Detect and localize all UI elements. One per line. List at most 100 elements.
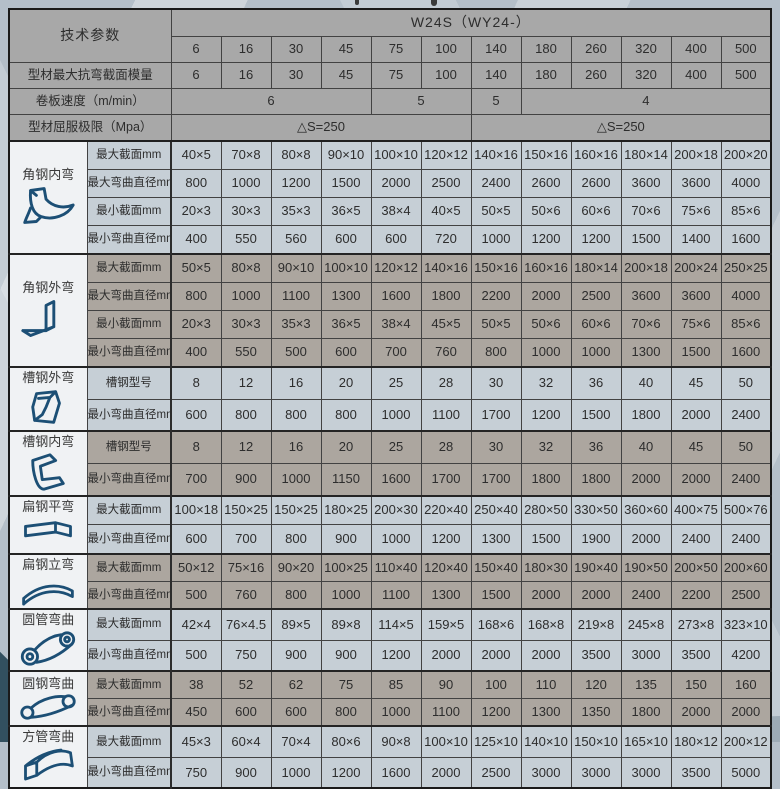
header-row-value: 180 [520, 62, 572, 89]
header-row-value: 4 [520, 88, 772, 115]
cell-value: 450 [170, 698, 222, 727]
row-label: 最小弯曲直径mm [86, 398, 172, 432]
header-row-value: 5 [370, 88, 472, 115]
model-size-column-header: 320 [620, 36, 672, 63]
cell-value: 180×25 [320, 494, 372, 526]
cell-value: 3000 [570, 756, 622, 789]
cell-value: 8 [170, 430, 222, 464]
cell-value: 190×40 [570, 552, 622, 582]
cell-value: 30×3 [220, 310, 272, 339]
cell-value: 28 [420, 365, 472, 400]
square-tube-bend-icon [10, 745, 86, 785]
cell-value: 550 [220, 225, 272, 255]
cell-value: 159×5 [420, 607, 472, 641]
cell-value: 800 [470, 338, 522, 368]
cell-value: 1000 [320, 580, 372, 610]
cell-value: 750 [220, 639, 272, 672]
model-size-column-header: 260 [570, 36, 622, 63]
cell-value: 45 [670, 430, 722, 464]
cell-value: 90×10 [320, 140, 372, 170]
section-name: 圆钢弯曲 [22, 675, 75, 691]
row-label: 最小截面mm [86, 197, 172, 226]
cell-value: 800 [270, 398, 322, 432]
cell-value: 50×5 [170, 253, 222, 283]
cell-value: 760 [420, 338, 472, 368]
model-size-column-header: 400 [670, 36, 722, 63]
cell-value: 1100 [270, 282, 322, 311]
cell-value: 20×3 [170, 310, 222, 339]
cell-value: 1200 [520, 225, 572, 255]
cell-value: 3000 [620, 639, 672, 672]
cell-value: 800 [320, 398, 372, 432]
cell-value: 1200 [420, 524, 472, 555]
cell-value: 160 [720, 670, 772, 700]
cell-value: 50 [720, 365, 772, 400]
cell-value: 40 [620, 365, 672, 400]
section-name: 槽钢外弯 [22, 370, 75, 385]
cell-value: 2600 [570, 169, 622, 198]
row-label: 最小弯曲直径mm [86, 756, 172, 789]
cell-value: 50×5 [470, 310, 522, 339]
cell-value: 80×8 [270, 140, 322, 170]
cell-value: 2000 [670, 462, 722, 497]
cell-value: 200×18 [620, 253, 672, 283]
cell-value: 50×12 [170, 552, 222, 582]
cell-value: 20×3 [170, 197, 222, 226]
cell-value: 200×18 [670, 140, 722, 170]
cell-value: 150×25 [270, 494, 322, 526]
cell-value: 2500 [420, 169, 472, 198]
cell-value: 168×6 [470, 607, 522, 641]
cell-value: 2000 [420, 756, 472, 789]
model-size-column-header: 45 [320, 36, 372, 63]
cell-value: 2500 [470, 756, 522, 789]
cell-value: 76×4.5 [220, 607, 272, 641]
cell-value: 1600 [720, 225, 772, 255]
row-label: 最小弯曲直径mm [86, 524, 172, 555]
cell-value: 2000 [620, 462, 672, 497]
cell-value: 1300 [520, 698, 572, 727]
cell-value: 75 [320, 670, 372, 700]
cell-value: 20 [320, 365, 372, 400]
cell-value: 30 [470, 365, 522, 400]
cell-value: 600 [170, 398, 222, 432]
cell-value: 100×18 [170, 494, 222, 526]
angle-steel-outer-bend-icon [10, 297, 86, 341]
cell-value: 3500 [570, 639, 622, 672]
cell-value: 400 [170, 338, 222, 368]
cell-value: 16 [270, 430, 322, 464]
cell-value: 2400 [720, 462, 772, 497]
header-row-value: 100 [420, 62, 472, 89]
cell-value: 3500 [670, 639, 722, 672]
cell-value: 800 [270, 524, 322, 555]
cell-value: 1800 [620, 398, 672, 432]
cell-value: 1500 [470, 580, 522, 610]
header-row-value: 500 [720, 62, 772, 89]
model-size-column-header: 180 [520, 36, 572, 63]
cell-value: 360×60 [620, 494, 672, 526]
row-label: 槽钢型号 [86, 430, 172, 464]
cell-value: 720 [420, 225, 472, 255]
header-row-value: 260 [570, 62, 622, 89]
cell-value: 1200 [570, 225, 622, 255]
cell-value: 62 [270, 670, 322, 700]
cell-value: 1000 [570, 338, 622, 368]
cell-value: 2200 [470, 282, 522, 311]
cell-value: 1800 [570, 462, 622, 497]
cell-value: 1400 [670, 225, 722, 255]
cell-value: 140×16 [470, 140, 522, 170]
cell-value: 1300 [420, 580, 472, 610]
cell-value: 2000 [520, 639, 572, 672]
cell-value: 42×4 [170, 607, 222, 641]
cell-value: 1500 [670, 338, 722, 368]
cell-value: 60×6 [570, 197, 622, 226]
section-label-cell: 方管弯曲 [8, 725, 88, 789]
cell-value: 150×25 [220, 494, 272, 526]
section-label-cell: 角钢外弯 [8, 253, 88, 368]
cell-value: 1200 [270, 169, 322, 198]
cell-value: 30 [470, 430, 522, 464]
cell-value: 400×75 [670, 494, 722, 526]
cell-value: 110 [520, 670, 572, 700]
model-size-column-header: 100 [420, 36, 472, 63]
row-label: 槽钢型号 [86, 365, 172, 400]
cell-value: 2400 [670, 524, 722, 555]
